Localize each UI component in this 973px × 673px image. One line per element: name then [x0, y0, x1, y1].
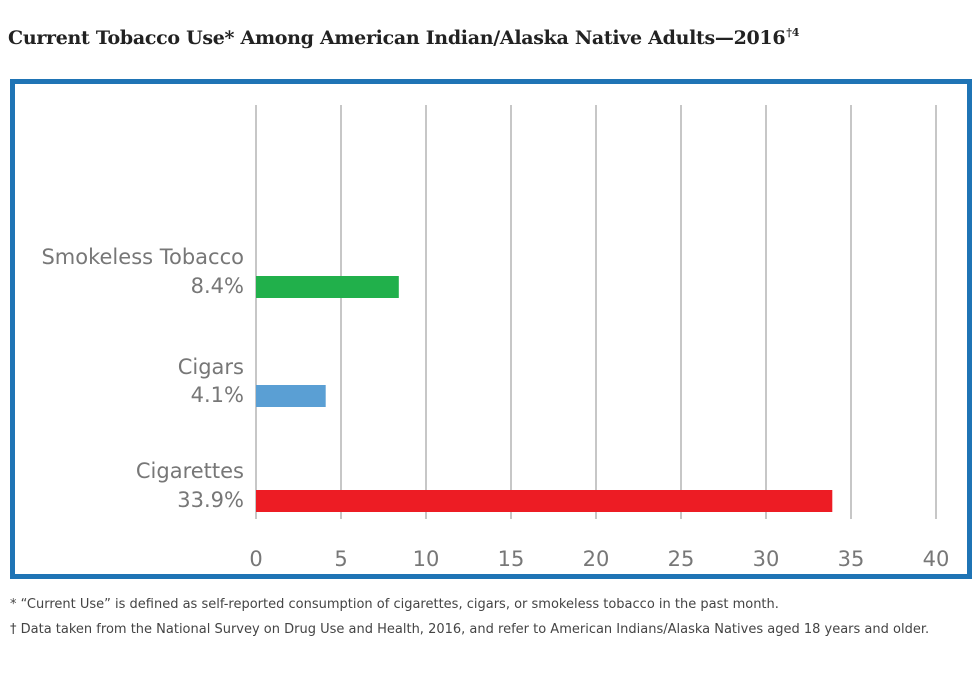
- category-label: Smokeless Tobacco: [41, 245, 244, 269]
- footnotes: * “Current Use” is defined as self-repor…: [10, 592, 965, 642]
- x-tick-label: 35: [838, 547, 865, 571]
- x-tick-label: 10: [413, 547, 440, 571]
- value-label: 4.1%: [191, 383, 244, 407]
- value-label: 8.4%: [191, 274, 244, 298]
- x-tick-label: 5: [334, 547, 347, 571]
- category-label: Cigarettes: [136, 459, 244, 483]
- chart-frame: Smokeless Tobacco 8.4% Cigars 4.1% Cigarette…: [10, 79, 972, 579]
- footnote-data-source: † Data taken from the National Survey on…: [10, 622, 930, 637]
- x-tick-label: 25: [668, 547, 695, 571]
- chart-title: Current Tobacco Use* Among American Indi…: [8, 26, 799, 49]
- bar-cigars: [256, 385, 326, 407]
- x-tick-label: 20: [583, 547, 610, 571]
- x-tick-label: 40: [923, 547, 950, 571]
- bar-cigarettes: [256, 490, 833, 512]
- footnote-current-use: * “Current Use” is defined as self-repor…: [10, 597, 779, 612]
- value-label: 33.9%: [177, 488, 244, 512]
- x-tick-label: 0: [249, 547, 262, 571]
- category-label: Cigars: [178, 355, 244, 379]
- title-text: Current Tobacco Use* Among American Indi…: [8, 27, 786, 49]
- title-footnote-marks: †4: [786, 26, 800, 39]
- bar-smokeless-tobacco: [256, 276, 399, 298]
- x-tick-label: 15: [498, 547, 525, 571]
- bar-chart: Smokeless Tobacco 8.4% Cigars 4.1% Cigarette…: [41, 105, 950, 571]
- x-tick-label: 30: [753, 547, 780, 571]
